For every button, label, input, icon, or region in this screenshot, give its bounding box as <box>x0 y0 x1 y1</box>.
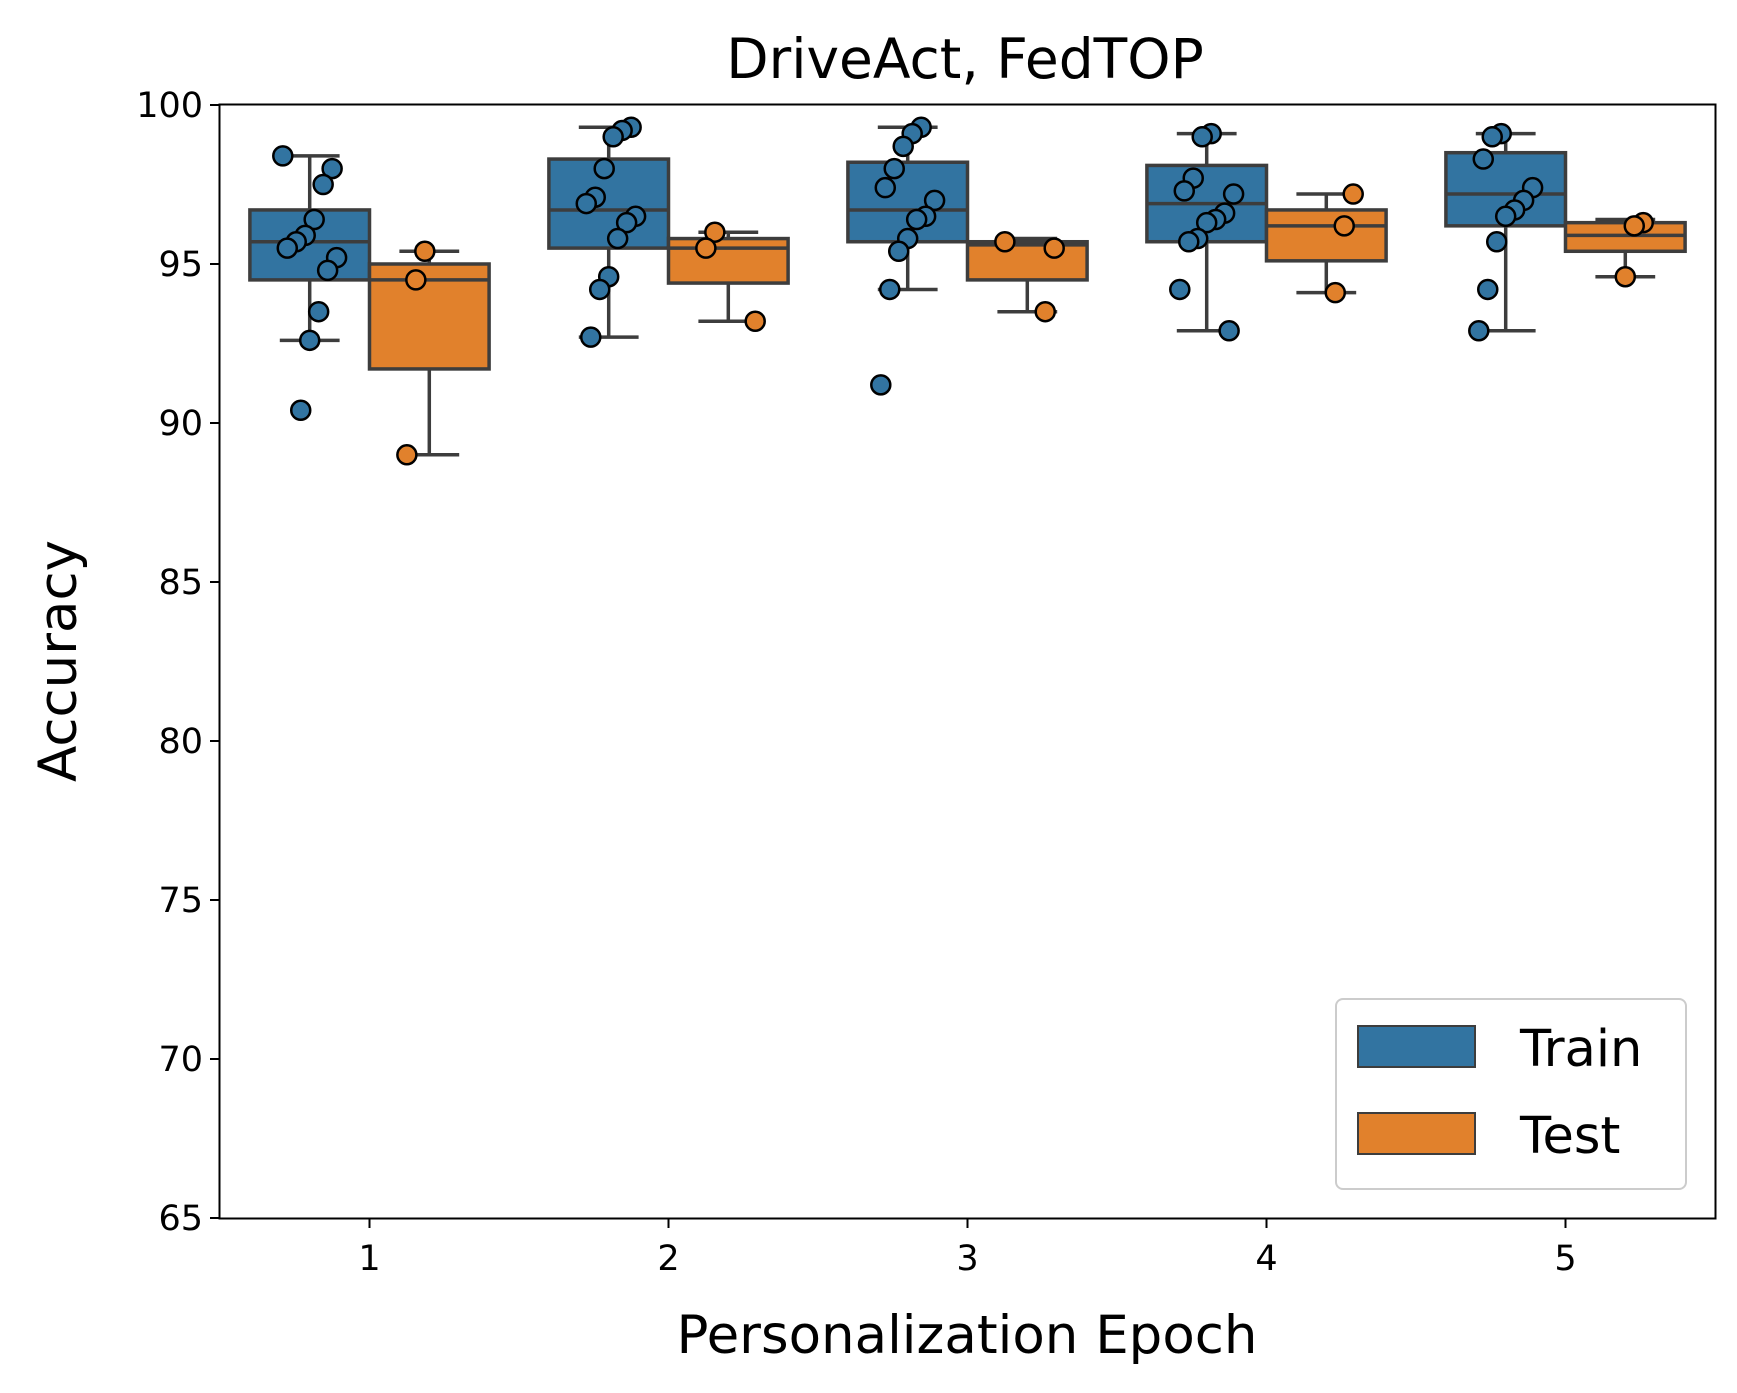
data-point-train-5 <box>1481 126 1503 148</box>
data-point-train-5 <box>1494 205 1517 228</box>
box-iqr <box>1264 208 1388 263</box>
data-point-train-2 <box>588 278 611 301</box>
data-point-train-3 <box>923 189 946 212</box>
data-point-train-3 <box>883 157 905 180</box>
y-tick-label: 65 <box>158 1199 203 1239</box>
data-point-train-5 <box>1485 230 1508 253</box>
legend-swatch-train <box>1357 1025 1476 1068</box>
data-point-train-5 <box>1468 320 1490 342</box>
y-tick-label: 100 <box>136 86 203 126</box>
data-point-test-2 <box>704 221 726 243</box>
data-point-test-2 <box>744 310 766 332</box>
y-tick-label: 75 <box>158 881 203 921</box>
x-axis-label: Personalization Epoch <box>677 1305 1258 1366</box>
box-train-5 <box>1444 131 1568 333</box>
data-point-train-1 <box>321 157 343 180</box>
data-point-test-5 <box>1623 215 1646 237</box>
data-point-train-5 <box>1477 278 1499 301</box>
data-point-train-3 <box>887 240 910 263</box>
x-tick-label: 2 <box>657 1239 679 1279</box>
box-test-5 <box>1563 217 1687 279</box>
data-point-train-3 <box>892 135 914 158</box>
x-tick-label: 1 <box>358 1239 380 1279</box>
boxes-layer <box>248 125 1687 457</box>
data-point-train-5 <box>1472 148 1495 170</box>
data-point-train-4 <box>1173 180 1196 202</box>
data-point-train-1 <box>289 399 312 422</box>
box-test-1 <box>367 249 491 457</box>
legend-swatch-test <box>1357 1112 1476 1155</box>
x-axis: 1 2 3 4 5 <box>358 1218 1577 1279</box>
box-train-4 <box>1145 131 1269 333</box>
legend-label-test: Test <box>1519 1107 1620 1166</box>
data-point-test-1 <box>396 444 418 466</box>
data-point-train-4 <box>1178 230 1200 253</box>
data-point-train-1 <box>298 329 321 352</box>
chart-title: DriveAct, FedTOP <box>726 27 1204 91</box>
data-point-train-3 <box>874 176 897 199</box>
data-point-test-2 <box>695 237 717 259</box>
data-point-test-3 <box>1043 237 1065 259</box>
y-tick-label: 90 <box>158 404 203 444</box>
box-test-4 <box>1264 192 1388 295</box>
y-tick-label: 70 <box>158 1040 203 1080</box>
data-point-train-4 <box>1169 278 1191 301</box>
data-point-train-2 <box>580 326 602 348</box>
data-point-train-4 <box>1195 211 1218 234</box>
data-point-train-1 <box>303 208 325 231</box>
data-point-test-1 <box>414 240 436 263</box>
data-point-train-2 <box>575 192 598 215</box>
data-point-test-3 <box>1034 300 1056 323</box>
box-test-3 <box>965 236 1089 314</box>
data-point-train-1 <box>316 259 339 282</box>
y-tick-label: 80 <box>158 722 203 762</box>
x-tick-label: 4 <box>1255 1239 1277 1279</box>
box-test-2 <box>666 230 790 323</box>
data-point-test-4 <box>1324 281 1347 304</box>
box-iqr <box>965 239 1089 282</box>
legend: Train Test <box>1335 998 1687 1190</box>
data-point-train-2 <box>606 227 629 250</box>
y-tick-label: 85 <box>158 563 203 603</box>
data-point-test-4 <box>1333 215 1355 237</box>
data-point-test-4 <box>1342 183 1364 205</box>
y-axis: 65 70 75 80 85 90 95 100 <box>136 86 220 1239</box>
y-axis-label: Accuracy <box>28 540 89 782</box>
data-point-train-2 <box>593 157 615 180</box>
points-layer <box>272 116 1654 466</box>
data-point-train-1 <box>276 237 299 259</box>
data-point-train-1 <box>272 145 294 167</box>
box-iqr <box>666 236 790 285</box>
y-tick-label: 95 <box>158 245 203 285</box>
data-point-test-3 <box>994 230 1016 253</box>
data-point-train-2 <box>602 126 624 148</box>
x-tick-label: 3 <box>956 1239 978 1279</box>
data-point-test-1 <box>405 269 427 291</box>
data-point-train-4 <box>1218 320 1240 342</box>
data-point-train-3 <box>870 374 892 396</box>
data-point-train-1 <box>312 173 334 196</box>
data-point-test-5 <box>1614 265 1637 288</box>
data-point-train-4 <box>1191 126 1213 148</box>
box-train-2 <box>547 125 671 339</box>
data-point-train-1 <box>307 300 330 323</box>
legend-label-train: Train <box>1519 1020 1642 1079</box>
data-point-train-3 <box>879 278 901 301</box>
data-point-train-4 <box>1222 183 1245 205</box>
x-tick-label: 5 <box>1554 1239 1576 1279</box>
data-point-train-2 <box>615 211 638 234</box>
data-point-train-3 <box>905 208 928 231</box>
